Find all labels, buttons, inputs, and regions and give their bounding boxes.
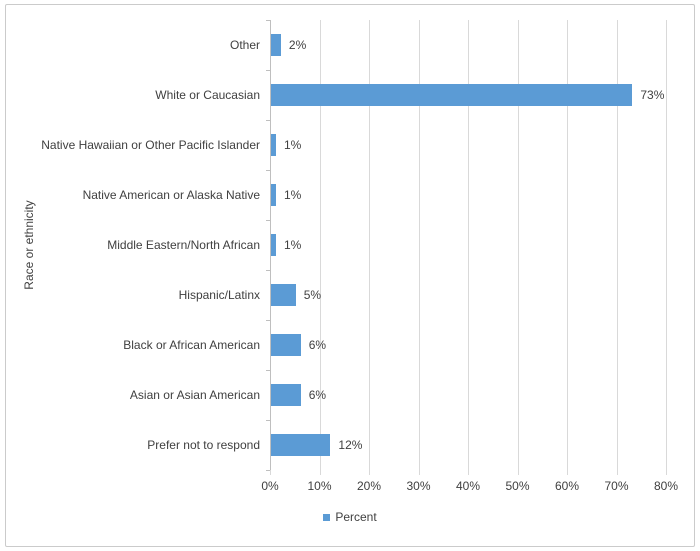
data-label-2: 1% bbox=[283, 138, 302, 152]
category-axis-tick bbox=[266, 170, 270, 171]
bar-5 bbox=[271, 284, 296, 306]
bar-8 bbox=[271, 434, 331, 456]
data-label-3: 1% bbox=[283, 188, 302, 202]
category-label-3: Native American or Alaska Native bbox=[82, 188, 260, 202]
data-label-6: 6% bbox=[308, 338, 327, 352]
gridline bbox=[319, 20, 321, 475]
category-label-1: White or Caucasian bbox=[155, 88, 260, 102]
category-axis-tick bbox=[266, 270, 270, 271]
legend: Percent bbox=[0, 509, 700, 525]
bar-2 bbox=[271, 134, 276, 156]
x-axis-tick-label: 80% bbox=[653, 479, 679, 493]
category-axis-tick bbox=[266, 320, 270, 321]
data-label-8: 12% bbox=[338, 438, 363, 452]
category-label-7: Asian or Asian American bbox=[129, 388, 260, 402]
chart-border bbox=[5, 4, 695, 547]
data-label-5: 5% bbox=[303, 288, 322, 302]
gridline bbox=[418, 20, 420, 475]
x-axis-tick-label: 30% bbox=[406, 479, 431, 493]
category-label-0: Other bbox=[229, 38, 260, 52]
data-label-4: 1% bbox=[283, 238, 302, 252]
legend-label-percent: Percent bbox=[335, 510, 377, 524]
x-axis-tick-label: 10% bbox=[307, 479, 332, 493]
x-axis-tick-label: 50% bbox=[505, 479, 530, 493]
x-axis-tick-label: 60% bbox=[554, 479, 580, 493]
bar-3 bbox=[271, 184, 276, 206]
bar-7 bbox=[271, 384, 301, 406]
legend-swatch-percent bbox=[323, 513, 331, 521]
category-axis-line bbox=[270, 20, 271, 470]
category-label-5: Hispanic/Latinx bbox=[178, 288, 260, 302]
gridline bbox=[369, 20, 370, 475]
category-label-8: Prefer not to respond bbox=[147, 438, 260, 452]
category-label-4: Middle Eastern/North African bbox=[107, 238, 260, 252]
x-axis-tick-label: 0% bbox=[261, 479, 279, 493]
data-label-0: 2% bbox=[288, 38, 307, 52]
bar-0 bbox=[271, 34, 281, 56]
category-axis-tick bbox=[266, 120, 270, 121]
category-label-2: Native Hawaiian or Other Pacific Islande… bbox=[41, 138, 260, 152]
category-label-6: Black or African American bbox=[123, 338, 260, 352]
bar-1 bbox=[271, 84, 633, 106]
x-axis-tick-label: 20% bbox=[356, 479, 382, 493]
gridline bbox=[666, 20, 667, 475]
data-label-1: 73% bbox=[640, 88, 665, 102]
category-axis-tick bbox=[266, 70, 270, 71]
gridline bbox=[468, 20, 469, 475]
gridline bbox=[616, 20, 618, 475]
bar-4 bbox=[271, 234, 276, 256]
bar-6 bbox=[271, 334, 301, 356]
category-axis-tick bbox=[266, 20, 270, 21]
category-axis-tick bbox=[266, 420, 270, 421]
gridline bbox=[517, 20, 519, 475]
data-label-7: 6% bbox=[308, 388, 327, 402]
category-axis-tick bbox=[266, 220, 270, 221]
x-axis-tick-label: 70% bbox=[604, 479, 629, 493]
x-axis-tick-label: 40% bbox=[455, 479, 481, 493]
category-axis-tick bbox=[266, 370, 270, 371]
category-axis-tick bbox=[266, 470, 270, 471]
gridline bbox=[567, 20, 568, 475]
